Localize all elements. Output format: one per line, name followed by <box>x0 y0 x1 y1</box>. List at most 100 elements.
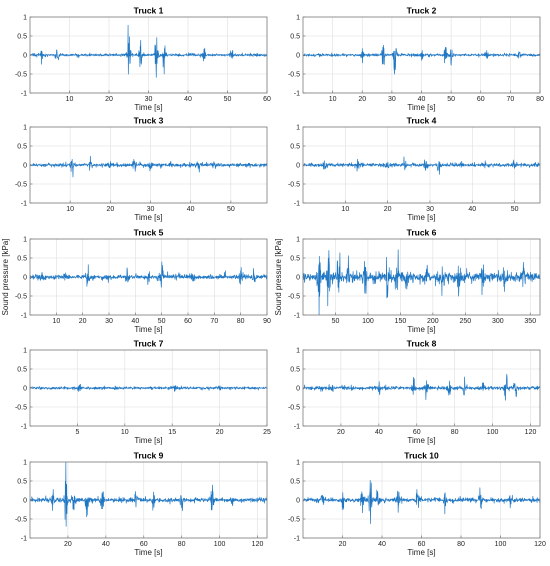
subplot-3: 10 20 30 40 50 -1 -0.5 0 0.5 1 Truck 3 Time [s] <box>15 116 268 222</box>
x-tick-label: 70 <box>210 318 218 325</box>
signal-line <box>29 383 268 392</box>
y-tick-label: 0 <box>296 52 300 59</box>
signal-line <box>29 261 268 288</box>
signal-line <box>302 156 541 175</box>
x-axis-label: Time [s] <box>407 103 435 112</box>
x-tick-label: 80 <box>536 96 544 103</box>
x-tick-label: 20 <box>384 206 392 213</box>
x-tick-label: 20 <box>105 96 113 103</box>
x-tick-label: 120 <box>252 541 264 548</box>
y-tick-label: 0.5 <box>290 143 300 150</box>
signal-line <box>302 479 541 524</box>
x-tick-label: 40 <box>131 318 139 325</box>
x-tick-label: 40 <box>102 541 110 548</box>
y-tick-label: 1 <box>23 347 27 354</box>
x-tick-label: 40 <box>468 206 476 213</box>
subplot-title: Truck 4 <box>407 116 437 126</box>
x-tick-label: 30 <box>145 96 153 103</box>
x-axis-label: Time [s] <box>134 436 162 445</box>
y-tick-label: 1 <box>296 124 300 131</box>
y-tick-label: 0.5 <box>290 33 300 40</box>
x-tick-label: 10 <box>66 96 74 103</box>
x-tick-label: 80 <box>451 429 459 436</box>
y-tick-label: -0.5 <box>15 516 27 523</box>
signal-line <box>29 461 268 527</box>
signal-line <box>29 155 268 178</box>
subplot-title: Truck 6 <box>407 228 437 238</box>
x-tick-label: 40 <box>418 96 426 103</box>
y-tick-label: -1 <box>294 200 300 207</box>
y-tick-label: -1 <box>294 535 300 542</box>
x-tick-label: 80 <box>178 541 186 548</box>
x-tick-label: 50 <box>447 96 455 103</box>
y-tick-label: 1 <box>23 14 27 21</box>
y-tick-label: 0.5 <box>17 143 27 150</box>
y-tick-label: -0.5 <box>15 293 27 300</box>
x-tick-label: 100 <box>362 318 374 325</box>
subplot-9: 20 40 60 80 100 120 -1 -0.5 0 0.5 1 Truck 9 Time [s] <box>15 451 268 557</box>
subplot-title: Truck 8 <box>407 339 437 349</box>
subplot-8: 20 40 60 80 100 120 -1 -0.5 0 0.5 1 Truck 8 Time [s] <box>288 339 541 445</box>
x-tick-label: 60 <box>140 541 148 548</box>
subplot-7: 5 10 15 20 25 -1 -0.5 0 0.5 1 Truck 7 Time [s] <box>15 339 271 446</box>
y-tick-label: 1 <box>296 14 300 21</box>
x-tick-label: 30 <box>388 96 396 103</box>
y-tick-label: -0.5 <box>288 404 300 411</box>
x-tick-label: 50 <box>224 96 232 103</box>
x-tick-label: 80 <box>237 318 245 325</box>
y-tick-label: 0.5 <box>290 366 300 373</box>
x-tick-label: 40 <box>378 541 386 548</box>
y-tick-label: 0 <box>296 385 300 392</box>
y-tick-label: -0.5 <box>288 516 300 523</box>
x-tick-label: 40 <box>187 206 195 213</box>
y-tick-label: 0.5 <box>290 255 300 262</box>
subplot-10: 20 40 60 80 100 120 -1 -0.5 0 0.5 1 Truck 10 Time [s… <box>288 451 546 558</box>
x-tick-label: 50 <box>511 206 519 213</box>
subplot-1: 10 20 30 40 50 60 -1 -0.5 0 0.5 1 Truck 1 Time [s] <box>15 6 271 113</box>
subplot-title: Truck 10 <box>404 451 439 461</box>
y-tick-label: 0 <box>23 497 27 504</box>
subplot-title: Truck 9 <box>134 451 164 461</box>
x-tick-label: 250 <box>459 318 471 325</box>
y-tick-label: 0 <box>23 274 27 281</box>
y-tick-label: -0.5 <box>288 293 300 300</box>
x-tick-label: 120 <box>525 429 537 436</box>
x-tick-label: 100 <box>487 429 499 436</box>
y-tick-label: -0.5 <box>15 404 27 411</box>
x-tick-label: 60 <box>184 318 192 325</box>
x-tick-label: 60 <box>477 96 485 103</box>
x-tick-label: 80 <box>457 541 465 548</box>
subplot-title: Truck 1 <box>134 6 164 16</box>
y-tick-label: -1 <box>21 90 27 97</box>
y-tick-label: 1 <box>23 124 27 131</box>
y-tick-label: 0 <box>296 162 300 169</box>
x-tick-label: 20 <box>216 429 224 436</box>
x-tick-label: 10 <box>52 318 60 325</box>
x-tick-label: 10 <box>341 206 349 213</box>
y-tick-label: -1 <box>294 90 300 97</box>
x-tick-label: 40 <box>375 429 383 436</box>
x-tick-label: 40 <box>184 96 192 103</box>
x-tick-label: 60 <box>418 541 426 548</box>
y-axis-label: Sound pressure [kPa] <box>1 239 10 316</box>
subplot-6: 50 100 150 200 250 300 350 -1 -0.5 0 0.5 1 Truck 6 Ti… <box>274 228 541 334</box>
y-tick-label: -0.5 <box>288 181 300 188</box>
x-axis-label: Time [s] <box>134 213 162 222</box>
x-tick-label: 100 <box>214 541 226 548</box>
x-axis-label: Time [s] <box>407 213 435 222</box>
subplot-title: Truck 2 <box>407 6 437 16</box>
x-tick-label: 60 <box>263 96 271 103</box>
x-axis-label: Time [s] <box>407 325 435 334</box>
y-tick-label: 0.5 <box>17 366 27 373</box>
y-axis-label: Sound pressure [kPa] <box>274 239 283 316</box>
y-tick-label: -1 <box>21 312 27 319</box>
y-tick-label: -1 <box>294 312 300 319</box>
y-tick-label: 0.5 <box>17 478 27 485</box>
x-tick-label: 120 <box>534 541 546 548</box>
x-tick-label: 70 <box>506 96 514 103</box>
y-tick-label: -0.5 <box>15 181 27 188</box>
x-axis-label: Time [s] <box>407 548 435 557</box>
subplot-title: Truck 7 <box>134 339 164 349</box>
x-tick-label: 50 <box>158 318 166 325</box>
